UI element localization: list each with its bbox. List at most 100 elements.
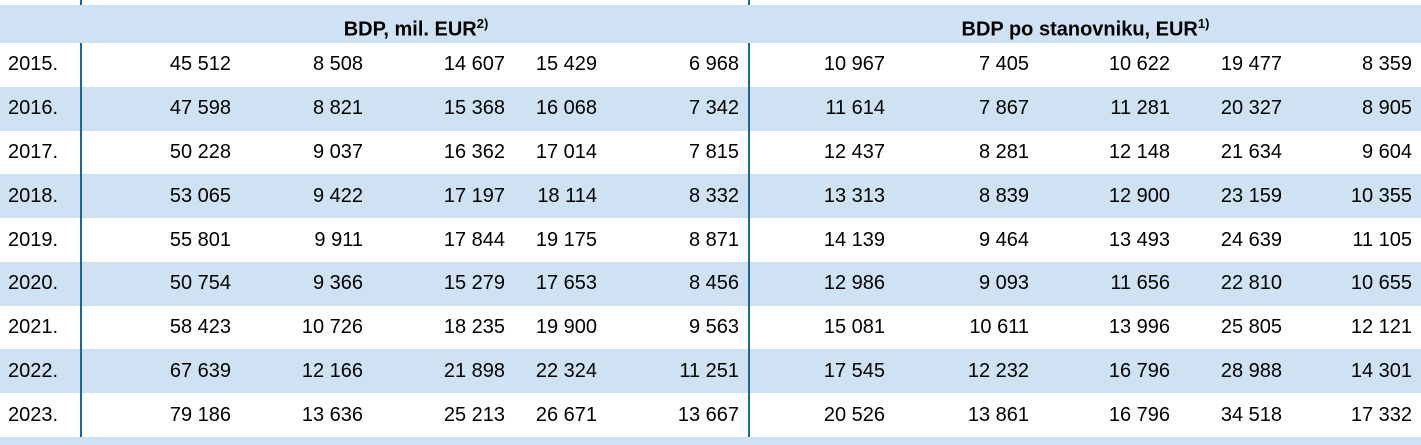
value-cell: 13 667 xyxy=(606,393,750,438)
year-cell: 2019. xyxy=(0,218,82,262)
value-cell: 7 342 xyxy=(606,86,750,131)
value-cell: 50 754 xyxy=(169,272,231,295)
value-cell: 22 324 xyxy=(535,359,597,382)
value-cell: 14 607 xyxy=(443,53,505,76)
value-cell: 19 175 xyxy=(535,228,597,251)
left-group-title: BDP, mil. EUR xyxy=(343,18,477,41)
value-cell: 10 355 xyxy=(1350,184,1412,207)
value-cell: 28 988 xyxy=(1220,359,1282,382)
value-cell: 10 622 xyxy=(1108,53,1170,76)
footnote-marker: 1) xyxy=(1197,16,1210,31)
value-cell: 12 166 xyxy=(301,359,363,382)
value-cell: 8 508 xyxy=(312,53,363,76)
year-cell: 2015. xyxy=(0,43,82,87)
year-cell: 2023. xyxy=(0,393,82,438)
value-cell: 13 861 xyxy=(967,403,1029,426)
table-row: 2015. 45 512 8 508 14 607 15 429 6 968 10 967 7… xyxy=(0,43,1421,87)
year-cell: 2016. xyxy=(0,86,82,131)
table-row: 2020. 50 754 9 366 15 279 17 653 8 456 12 986 9… xyxy=(0,261,1421,306)
value-cell: 12 121 xyxy=(1350,316,1412,339)
value-cell: 10 967 xyxy=(823,53,885,76)
value-cell: 18 114 xyxy=(537,184,597,207)
value-cell: 11 614 xyxy=(825,97,885,120)
value-cell: 15 429 xyxy=(535,53,597,76)
right-group-header: BDP po stanovniku, EUR1) xyxy=(750,5,1421,43)
value-cell: 11 656 xyxy=(1110,272,1170,295)
value-cell: 17 332 xyxy=(1350,403,1412,426)
value-cell: 11 281 xyxy=(1110,97,1170,120)
value-cell: 10 726 xyxy=(301,316,363,339)
table-body: 2015. 45 512 8 508 14 607 15 429 6 968 10 967 7… xyxy=(0,43,1421,438)
value-cell: 47 598 xyxy=(169,97,231,120)
year-column-divider xyxy=(80,0,82,5)
value-cell: 50 228 xyxy=(169,140,231,163)
value-cell: 19 477 xyxy=(1220,53,1282,76)
table-row: 2022. 67 639 12 166 21 898 22 324 11 251 17 54… xyxy=(0,349,1421,394)
value-cell: 12 148 xyxy=(1108,140,1170,163)
value-cell: 9 604 xyxy=(1361,140,1412,163)
value-cell: 8 839 xyxy=(978,184,1029,207)
value-cell: 10 655 xyxy=(1350,272,1412,295)
table-row: 2023. 79 186 13 636 25 213 26 671 13 667 20 52… xyxy=(0,393,1421,438)
value-cell: 21 634 xyxy=(1220,140,1282,163)
value-cell: 11 105 xyxy=(1352,228,1412,251)
value-cell: 8 821 xyxy=(312,97,363,120)
value-cell: 45 512 xyxy=(169,53,231,76)
value-cell: 9 911 xyxy=(314,228,363,251)
value-cell: 16 796 xyxy=(1108,403,1170,426)
value-cell: 23 159 xyxy=(1220,184,1282,207)
value-cell: 12 900 xyxy=(1108,184,1170,207)
value-cell: 9 563 xyxy=(606,305,750,350)
value-cell: 11 251 xyxy=(606,349,750,394)
value-cell: 16 796 xyxy=(1108,359,1170,382)
value-cell: 13 636 xyxy=(301,403,363,426)
year-cell: 2021. xyxy=(0,305,82,350)
value-cell: 9 366 xyxy=(312,272,363,295)
value-cell: 22 810 xyxy=(1220,272,1282,295)
value-cell: 13 493 xyxy=(1108,228,1170,251)
value-cell: 25 213 xyxy=(443,403,505,426)
table-row: 2018. 53 065 9 422 17 197 18 114 8 332 13 313 8… xyxy=(0,174,1421,219)
value-cell: 7 815 xyxy=(606,130,750,175)
top-strip xyxy=(0,0,1421,5)
value-cell: 8 905 xyxy=(1361,97,1412,120)
value-cell: 8 332 xyxy=(606,174,750,219)
value-cell: 8 359 xyxy=(1361,53,1412,76)
value-cell: 7 405 xyxy=(978,53,1029,76)
value-cell: 9 464 xyxy=(978,228,1029,251)
year-cell: 2020. xyxy=(0,261,82,306)
value-cell: 17 197 xyxy=(443,184,505,207)
value-cell: 15 081 xyxy=(823,316,885,339)
value-cell: 15 368 xyxy=(443,97,505,120)
value-cell: 17 653 xyxy=(535,272,597,295)
value-cell: 17 014 xyxy=(535,140,597,163)
value-cell: 17 844 xyxy=(443,228,505,251)
value-cell: 16 362 xyxy=(443,140,505,163)
value-cell: 53 065 xyxy=(169,184,231,207)
value-cell: 20 327 xyxy=(1220,97,1282,120)
value-cell: 12 986 xyxy=(823,272,885,295)
left-group-header: BDP, mil. EUR2) xyxy=(82,5,750,43)
value-cell: 17 545 xyxy=(823,359,885,382)
value-cell: 10 611 xyxy=(969,316,1029,339)
value-cell: 8 281 xyxy=(978,140,1029,163)
value-cell: 12 232 xyxy=(967,359,1029,382)
value-cell: 16 068 xyxy=(535,97,597,120)
value-cell: 14 139 xyxy=(823,228,885,251)
value-cell: 14 301 xyxy=(1350,359,1412,382)
value-cell: 6 968 xyxy=(606,43,750,87)
value-cell: 34 518 xyxy=(1220,403,1282,426)
table-row: 2021. 58 423 10 726 18 235 19 900 9 563 15 081… xyxy=(0,305,1421,350)
value-cell: 67 639 xyxy=(169,359,231,382)
value-cell: 24 639 xyxy=(1220,228,1282,251)
value-cell: 13 313 xyxy=(823,184,885,207)
value-cell: 12 437 xyxy=(823,140,885,163)
table-row: 2017. 50 228 9 037 16 362 17 014 7 815 12 437 8… xyxy=(0,130,1421,175)
value-cell: 25 805 xyxy=(1220,316,1282,339)
value-cell: 21 898 xyxy=(443,359,505,382)
value-cell: 20 526 xyxy=(823,403,885,426)
table-row: 2019. 55 801 9 911 17 844 19 175 8 871 14 139 9… xyxy=(0,218,1421,262)
value-cell: 15 279 xyxy=(443,272,505,295)
year-cell: 2022. xyxy=(0,349,82,394)
